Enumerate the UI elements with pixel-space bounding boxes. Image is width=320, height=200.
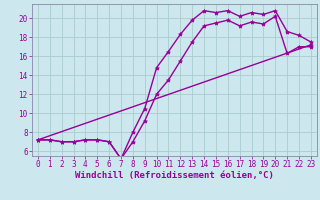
- X-axis label: Windchill (Refroidissement éolien,°C): Windchill (Refroidissement éolien,°C): [75, 171, 274, 180]
